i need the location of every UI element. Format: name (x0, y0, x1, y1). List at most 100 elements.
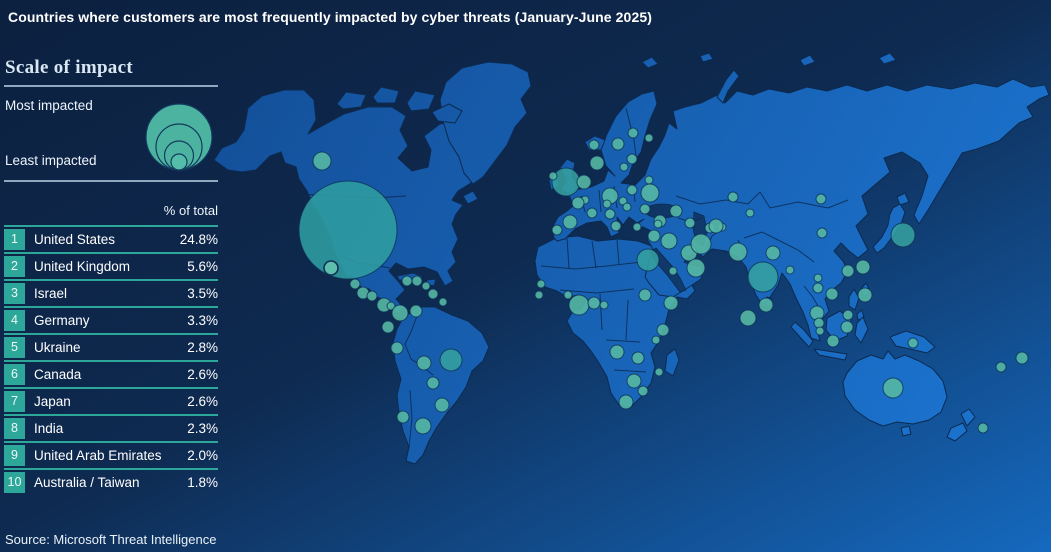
map-bubble (747, 261, 779, 293)
map-bubble (857, 287, 873, 303)
map-bubble (727, 191, 739, 203)
map-bubble (421, 281, 431, 291)
country-label: Ukraine (34, 340, 81, 355)
map-bubble (660, 232, 678, 250)
table-row: 7 Japan 2.6% (4, 387, 218, 414)
map-bubble (815, 326, 825, 336)
map-bubble (381, 320, 395, 334)
map-bubble (618, 394, 634, 410)
map-bubble (638, 288, 652, 302)
page-title: Countries where customers are most frequ… (8, 9, 652, 25)
map-bubble (312, 151, 332, 171)
map-bubble (401, 275, 413, 287)
map-bubble (668, 266, 678, 276)
map-bubble (551, 167, 581, 197)
map-bubble (842, 309, 854, 321)
map-bubble (609, 344, 625, 360)
map-bubble (414, 417, 432, 435)
map-bubble (632, 222, 642, 232)
rank-badge: 1 (4, 229, 25, 250)
map-bubble (626, 184, 638, 196)
rank-badge: 10 (4, 472, 25, 493)
map-bubble (534, 290, 544, 300)
table-row: 8 India 2.3% (4, 414, 218, 441)
map-bubble (386, 301, 396, 311)
map-bubble (654, 367, 664, 377)
map-bubble (610, 220, 622, 232)
map-bubble (758, 297, 774, 313)
country-label: United States (34, 232, 116, 247)
country-label: Japan (34, 394, 71, 409)
map-bubble (686, 258, 706, 278)
percent-value: 2.3% (187, 421, 218, 436)
map-bubble (298, 180, 398, 280)
map-bubble (728, 242, 748, 262)
country-label: Germany (34, 313, 90, 328)
map-bubble (825, 287, 839, 301)
map-bubble (604, 208, 616, 220)
map-bubble (653, 219, 663, 229)
map-bubble (977, 422, 989, 434)
map-bubble (586, 207, 598, 219)
map-bubble (637, 385, 649, 397)
country-label: Australia / Taiwan (34, 475, 140, 490)
map-bubble (669, 204, 683, 218)
map-bubble (745, 208, 755, 218)
table-row: 1 United States 24.8% (4, 225, 218, 252)
map-bubble (995, 361, 1007, 373)
map-bubble (626, 373, 642, 389)
table-row: 10 Australia / Taiwan 1.8% (4, 468, 218, 495)
source-note: Source: Microsoft Threat Intelligence (5, 532, 217, 547)
map-bubble (739, 309, 757, 327)
landmasses (213, 52, 1050, 465)
map-bubble (631, 351, 645, 365)
map-bubble (390, 341, 404, 355)
map-bubble (690, 233, 712, 255)
table-row: 3 Israel 3.5% (4, 279, 218, 306)
map-bubble (587, 296, 601, 310)
map-bubble (619, 162, 629, 172)
impact-table-rows: 1 United States 24.8% 2 United Kingdom 5.6% 3 I… (4, 225, 218, 495)
map-bubble (627, 127, 639, 139)
map-bubble (536, 279, 546, 289)
rank-badge: 9 (4, 445, 25, 466)
table-row: 5 Ukraine 2.8% (4, 333, 218, 360)
map-bubble (426, 376, 440, 390)
country-label: India (34, 421, 64, 436)
map-bubble (636, 248, 660, 272)
map-bubble (599, 300, 609, 310)
map-bubble (813, 317, 825, 329)
country-label: United Kingdom (34, 259, 131, 274)
map-bubble (816, 227, 828, 239)
map-bubble (813, 273, 823, 283)
map-bubble (438, 297, 448, 307)
table-row: 4 Germany 3.3% (4, 306, 218, 333)
map-bubble (1015, 351, 1029, 365)
country-label: Canada (34, 367, 82, 382)
impact-scale-circles-icon (145, 103, 213, 171)
map-bubble (611, 137, 625, 151)
map-bubble (640, 183, 660, 203)
map-bubble (890, 222, 916, 248)
legend-divider-bottom (4, 180, 218, 182)
map-bubble (651, 335, 661, 345)
percent-value: 2.6% (187, 394, 218, 409)
legend-least-label: Least impacted (5, 153, 97, 168)
map-bubble (366, 290, 378, 302)
table-row: 9 United Arab Emirates 2.0% (4, 441, 218, 468)
map-bubble (571, 196, 585, 210)
map-bubble (626, 153, 638, 165)
rank-badge: 7 (4, 391, 25, 412)
map-bubble (391, 304, 409, 322)
percent-value: 5.6% (187, 259, 218, 274)
map-bubble (588, 139, 600, 151)
map-bubble (563, 290, 573, 300)
table-row: 2 United Kingdom 5.6% (4, 252, 218, 279)
map-bubble (907, 337, 919, 349)
legend-most-label: Most impacted (5, 98, 93, 113)
percent-value: 24.8% (179, 232, 218, 247)
map-bubble (396, 410, 410, 424)
map-bubble (548, 171, 558, 181)
map-bubble (826, 334, 840, 348)
